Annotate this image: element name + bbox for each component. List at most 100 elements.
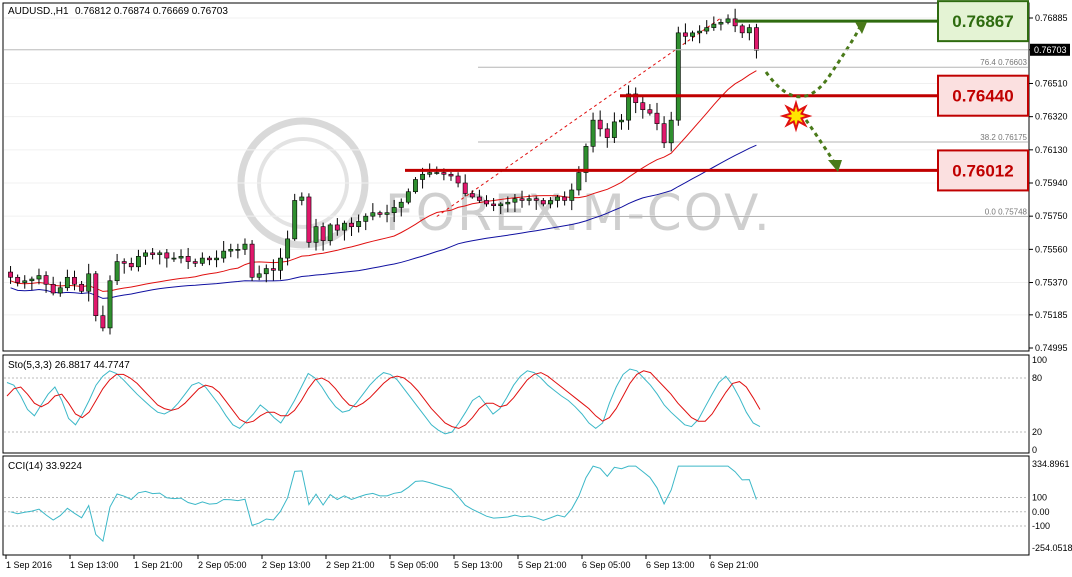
stoch-tick-label: 100 bbox=[1032, 355, 1047, 365]
bull-candle bbox=[590, 119, 596, 147]
price-tick-label: 0.75560 bbox=[1035, 244, 1068, 254]
bear-candle bbox=[441, 172, 447, 175]
cci-label: CCI(14) 33.9224 bbox=[8, 461, 82, 472]
fib-label: 76.4 0.76603 bbox=[980, 58, 1027, 67]
bear-candle bbox=[72, 276, 77, 285]
arrow-head bbox=[828, 160, 842, 172]
arrow-head bbox=[855, 22, 867, 34]
bear-candle bbox=[491, 203, 497, 206]
time-tick-label: 1 Sep 2016 bbox=[6, 560, 52, 570]
slow-ma-line bbox=[10, 144, 757, 299]
bull-candle bbox=[427, 172, 433, 175]
time-tick-label: 2 Sep 05:00 bbox=[198, 560, 247, 570]
bear-candle bbox=[334, 224, 340, 231]
time-tick-label: 1 Sep 21:00 bbox=[134, 560, 183, 570]
bear-candle bbox=[455, 175, 461, 184]
bear-candle bbox=[462, 182, 468, 194]
bearish-scenario-arrow bbox=[804, 119, 836, 163]
current-price-label: 0.76703 bbox=[1034, 45, 1067, 55]
bear-candle bbox=[185, 256, 191, 262]
time-tick-label: 2 Sep 21:00 bbox=[326, 560, 375, 570]
level-label: 0.76440 bbox=[952, 87, 1013, 106]
bull-candle bbox=[313, 226, 319, 243]
bull-candle bbox=[157, 252, 163, 255]
price-tick-label: 0.76320 bbox=[1035, 112, 1068, 122]
bear-candle bbox=[79, 283, 85, 292]
stoch-tick-label: 80 bbox=[1032, 373, 1042, 383]
bull-candle bbox=[221, 250, 227, 259]
cci-tick-label: -100 bbox=[1032, 521, 1050, 531]
main-panel-frame bbox=[2, 2, 1030, 352]
cci-tick-label: 334.8961 bbox=[1032, 459, 1070, 469]
stoch-panel-frame bbox=[2, 354, 1030, 454]
watermark-text: FOREX.M-COV. bbox=[385, 184, 772, 242]
price-tick-label: 0.74995 bbox=[1035, 343, 1068, 353]
cci-tick-label: -254.0518 bbox=[1032, 543, 1072, 553]
bull-candle bbox=[498, 203, 504, 206]
bullish-scenario-arrow bbox=[764, 25, 862, 99]
bull-candle bbox=[555, 196, 560, 201]
bear-candle bbox=[597, 119, 603, 130]
bull-candle bbox=[363, 215, 369, 222]
bull-candle bbox=[341, 222, 347, 231]
bear-candle bbox=[533, 198, 539, 201]
bear-candle bbox=[562, 196, 568, 201]
bear-candle bbox=[661, 123, 667, 144]
bull-candle bbox=[356, 221, 362, 227]
ohlc-label: 0.76812 0.76874 0.76669 0.76703 bbox=[75, 6, 228, 17]
level-box bbox=[937, 149, 1029, 192]
bull-candle bbox=[135, 256, 141, 268]
bull-candle bbox=[107, 280, 113, 329]
bull-candle bbox=[704, 27, 710, 32]
fib-label: 38.2 0.76175 bbox=[980, 133, 1027, 142]
bull-candle bbox=[22, 280, 28, 283]
bull-candle bbox=[143, 252, 148, 257]
cci-tick-label: 100 bbox=[1032, 493, 1047, 503]
price-tick-label: 0.75750 bbox=[1035, 211, 1068, 221]
bull-candle bbox=[299, 196, 305, 201]
bull-candle bbox=[626, 93, 632, 121]
current-price-tag bbox=[1030, 43, 1070, 56]
cci-line bbox=[10, 465, 757, 543]
bull-candle bbox=[199, 257, 205, 264]
bear-candle bbox=[150, 252, 156, 255]
bear-candle bbox=[640, 102, 646, 110]
bull-candle bbox=[583, 146, 589, 173]
bear-candle bbox=[320, 226, 326, 241]
bull-candle bbox=[505, 201, 511, 205]
bear-candle bbox=[377, 212, 383, 215]
bear-candle bbox=[682, 32, 688, 37]
bull-candle bbox=[434, 172, 440, 174]
stoch-signal-line bbox=[6, 370, 761, 429]
stoch-tick-label: 20 bbox=[1032, 427, 1042, 437]
bear-candle bbox=[469, 193, 475, 198]
bear-candle bbox=[93, 273, 99, 316]
fib-label: 0.0 0.75748 bbox=[985, 208, 1028, 217]
time-tick-label: 6 Sep 05:00 bbox=[582, 560, 631, 570]
bear-candle bbox=[604, 128, 610, 138]
bull-candle bbox=[86, 273, 92, 292]
bull-candle bbox=[178, 256, 184, 259]
level-label: 0.76867 bbox=[952, 12, 1013, 31]
cci-panel-frame bbox=[2, 455, 1030, 556]
bear-candle bbox=[484, 200, 489, 205]
bear-candle bbox=[519, 198, 525, 201]
bear-candle bbox=[448, 173, 454, 177]
bull-candle bbox=[619, 119, 624, 123]
bull-candle bbox=[690, 32, 695, 37]
time-tick-label: 6 Sep 21:00 bbox=[710, 560, 759, 570]
bull-candle bbox=[391, 207, 397, 213]
bear-candle bbox=[50, 283, 56, 294]
bear-candle bbox=[349, 222, 354, 227]
bear-candle bbox=[739, 25, 745, 34]
bear-candle bbox=[270, 268, 276, 271]
bull-candle bbox=[263, 268, 269, 275]
bull-candle bbox=[278, 257, 283, 271]
bear-candle bbox=[249, 243, 255, 278]
bear-candle bbox=[633, 93, 639, 103]
bull-candle bbox=[235, 249, 241, 251]
bull-candle bbox=[171, 257, 177, 260]
bull-candle bbox=[548, 200, 553, 205]
bull-candle bbox=[29, 278, 35, 282]
price-tick-label: 0.75940 bbox=[1035, 178, 1068, 188]
